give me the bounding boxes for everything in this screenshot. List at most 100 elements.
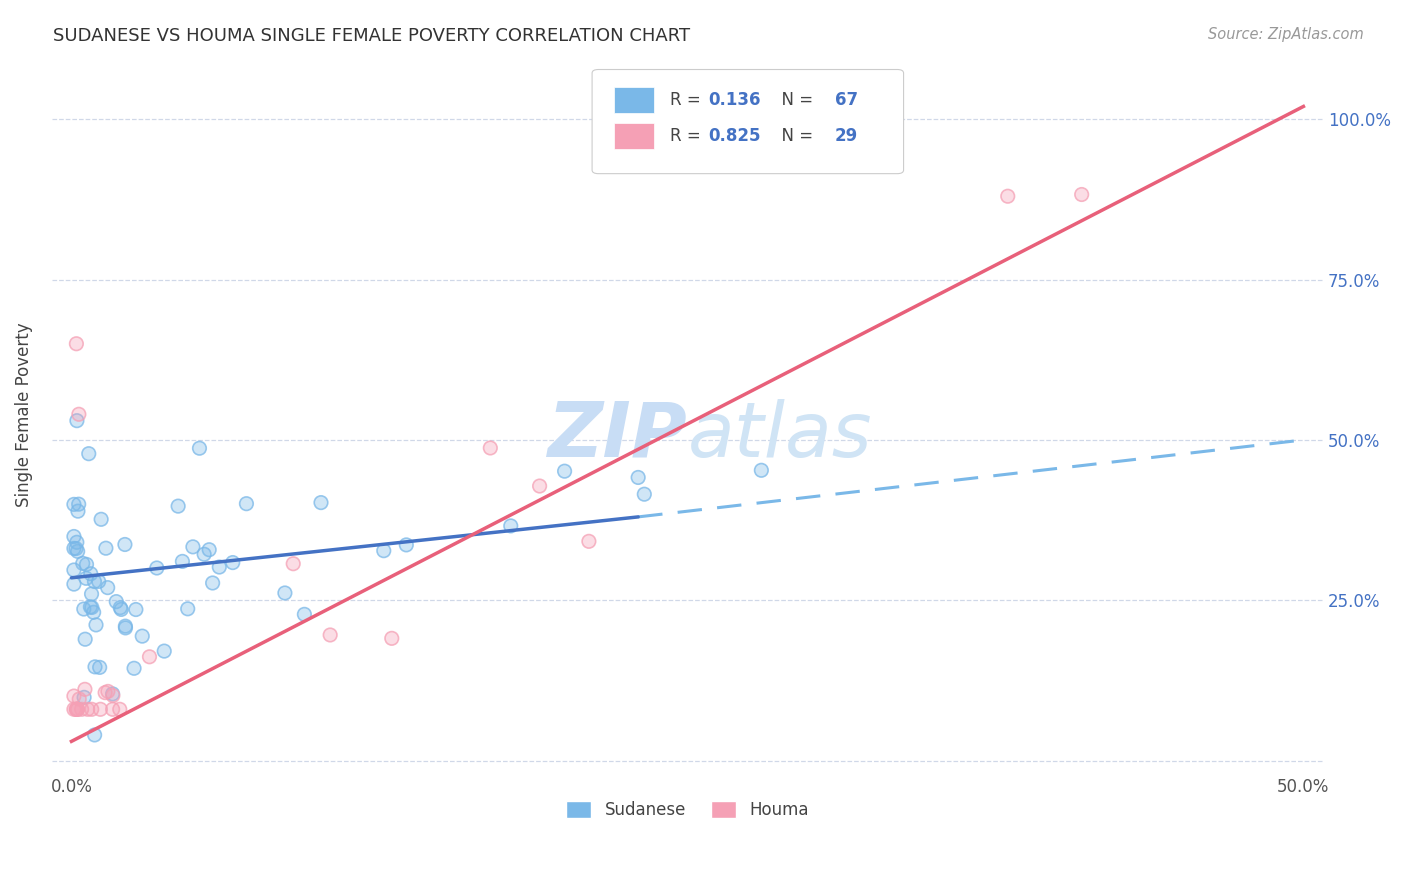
Point bbox=[108, 702, 131, 716]
Point bbox=[65, 541, 87, 556]
Point bbox=[208, 560, 231, 574]
Point bbox=[201, 576, 224, 591]
Point bbox=[63, 529, 86, 543]
Point bbox=[73, 682, 96, 697]
Point bbox=[67, 692, 90, 706]
Point bbox=[80, 600, 103, 615]
Point bbox=[63, 702, 86, 716]
Point bbox=[83, 574, 105, 589]
Point bbox=[181, 540, 204, 554]
Point bbox=[167, 499, 190, 513]
Point bbox=[80, 566, 103, 581]
Point bbox=[87, 574, 110, 589]
Text: atlas: atlas bbox=[688, 399, 872, 473]
FancyBboxPatch shape bbox=[613, 123, 654, 149]
Point bbox=[63, 689, 86, 703]
Point bbox=[554, 464, 576, 478]
Y-axis label: Single Female Poverty: Single Female Poverty bbox=[15, 322, 32, 507]
Text: ZIP: ZIP bbox=[548, 399, 688, 473]
Text: 0.825: 0.825 bbox=[707, 128, 761, 145]
Point bbox=[66, 702, 89, 716]
Point bbox=[73, 690, 96, 705]
Point bbox=[83, 728, 105, 742]
Point bbox=[319, 628, 342, 642]
Point bbox=[80, 587, 103, 601]
Point bbox=[63, 563, 86, 577]
Point bbox=[110, 602, 132, 616]
Point bbox=[80, 702, 103, 716]
Point bbox=[373, 543, 395, 558]
Point bbox=[79, 599, 101, 614]
Point bbox=[138, 649, 160, 664]
Point bbox=[529, 479, 551, 493]
Point bbox=[188, 442, 211, 456]
Point bbox=[75, 632, 97, 647]
Point bbox=[63, 577, 86, 591]
Point bbox=[395, 538, 418, 552]
Point bbox=[63, 497, 86, 511]
Point bbox=[146, 561, 169, 575]
Point bbox=[84, 618, 107, 632]
Point bbox=[201, 576, 224, 591]
Point bbox=[479, 441, 502, 455]
Point bbox=[114, 621, 136, 635]
Point bbox=[65, 702, 87, 716]
Point bbox=[94, 686, 117, 700]
Point bbox=[89, 660, 111, 674]
Point bbox=[529, 479, 551, 493]
Point bbox=[70, 702, 93, 716]
Point bbox=[72, 557, 94, 571]
Point bbox=[1070, 187, 1092, 202]
Point bbox=[63, 689, 86, 703]
Point bbox=[283, 557, 305, 571]
Point bbox=[110, 600, 132, 615]
Point bbox=[114, 537, 136, 551]
Point bbox=[97, 684, 120, 698]
Point bbox=[75, 571, 97, 585]
Point bbox=[63, 577, 86, 591]
Point bbox=[63, 563, 86, 577]
Point bbox=[633, 487, 655, 501]
Point bbox=[66, 702, 89, 716]
Text: 67: 67 bbox=[835, 91, 858, 110]
Point bbox=[578, 534, 600, 549]
Point bbox=[101, 689, 124, 703]
Point bbox=[67, 407, 90, 421]
Point bbox=[292, 607, 315, 622]
Point bbox=[73, 682, 96, 697]
Point bbox=[73, 602, 96, 616]
Point bbox=[89, 660, 111, 674]
Point bbox=[76, 558, 98, 572]
Point bbox=[479, 441, 502, 455]
Point bbox=[67, 407, 90, 421]
Point bbox=[381, 632, 404, 646]
Point bbox=[274, 586, 297, 600]
Point bbox=[94, 541, 117, 556]
Point bbox=[309, 495, 332, 509]
Point bbox=[146, 561, 169, 575]
Point bbox=[177, 602, 200, 616]
Point bbox=[94, 686, 117, 700]
Point bbox=[83, 728, 105, 742]
Legend: Sudanese, Houma: Sudanese, Houma bbox=[560, 795, 815, 826]
Point bbox=[283, 557, 305, 571]
Point bbox=[172, 554, 194, 568]
Point bbox=[193, 547, 215, 561]
Point bbox=[90, 512, 112, 526]
Point bbox=[101, 702, 124, 716]
Point bbox=[63, 541, 86, 556]
Point bbox=[66, 702, 89, 716]
Point bbox=[73, 602, 96, 616]
Point bbox=[77, 447, 100, 461]
Point bbox=[83, 605, 105, 619]
Point bbox=[66, 544, 89, 558]
Point bbox=[66, 504, 89, 518]
Point bbox=[499, 519, 522, 533]
Point bbox=[122, 661, 145, 675]
Point bbox=[125, 602, 148, 616]
Point bbox=[114, 619, 136, 633]
Point bbox=[381, 632, 404, 646]
Point bbox=[63, 541, 86, 556]
Point bbox=[499, 519, 522, 533]
Point bbox=[114, 621, 136, 635]
